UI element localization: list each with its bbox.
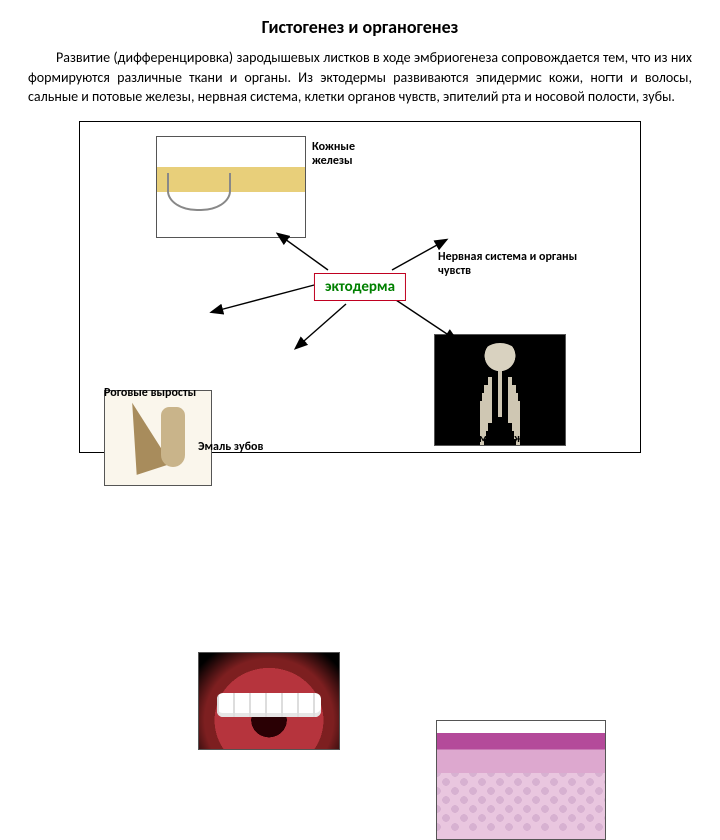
- intro-paragraph: Развитие (дифференцировка) зародышевых л…: [0, 48, 720, 107]
- center-label-ectoderm: эктодерма: [314, 273, 406, 301]
- ectoderm-diagram: эктодерма Кожные железы Роговые выросты …: [79, 121, 641, 453]
- illustration-tooth-enamel: [198, 652, 340, 750]
- illustration-epidermis: [436, 720, 606, 840]
- page-title: Гистогенез и органогенез: [0, 0, 720, 48]
